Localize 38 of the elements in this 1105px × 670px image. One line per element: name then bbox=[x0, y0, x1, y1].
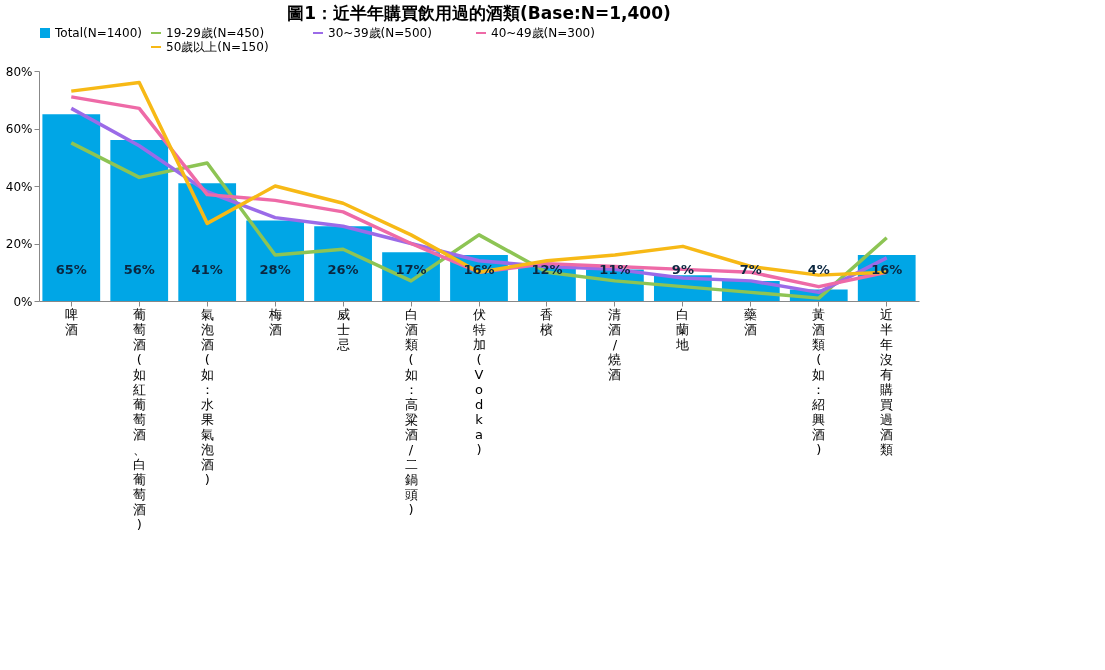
data-label: 12% bbox=[531, 262, 563, 277]
data-label: 56% bbox=[123, 262, 155, 277]
legend-label: 40~49歲(N=300) bbox=[491, 26, 595, 40]
y-tick-label: 20% bbox=[5, 237, 33, 251]
bar bbox=[178, 183, 237, 301]
y-tick-label: 80% bbox=[5, 64, 33, 79]
category-label: 伏特加(Vodka) bbox=[472, 306, 486, 457]
bar bbox=[246, 220, 305, 301]
data-label: 65% bbox=[55, 262, 87, 277]
x-tick-label: 梅酒 bbox=[267, 306, 282, 337]
legend-label: 50歲以上(N=150) bbox=[166, 40, 269, 54]
data-label: 17% bbox=[395, 262, 427, 277]
y-tick-label: 40% bbox=[5, 179, 33, 194]
data-label: 26% bbox=[327, 262, 359, 277]
x-tick-label: 清酒/燒酒 bbox=[608, 306, 622, 382]
legend-label: 30~39歲(N=500) bbox=[328, 26, 432, 40]
x-tick-label: 啤酒 bbox=[64, 306, 78, 337]
x-tick-label: 白蘭地 bbox=[675, 306, 690, 352]
chart-title: 圖1：近半年購買飲用過的酒類(Base:N=1,400) bbox=[287, 3, 671, 23]
data-label: 41% bbox=[191, 262, 223, 277]
data-label: 28% bbox=[259, 262, 291, 277]
data-label: 16% bbox=[871, 262, 903, 277]
x-tick-label: 威士忌 bbox=[335, 306, 350, 352]
data-label: 16% bbox=[463, 262, 495, 277]
category-label: 氣泡酒(如：水果氣泡酒) bbox=[200, 306, 214, 487]
x-tick-label: 香檳 bbox=[540, 306, 554, 337]
category-label: 黃酒類(如：紹興酒) bbox=[812, 306, 826, 457]
y-tick-label: 0% bbox=[13, 294, 33, 309]
bar bbox=[42, 114, 101, 301]
y-tick-label: 60% bbox=[5, 122, 33, 136]
legend-label: 19-29歲(N=450) bbox=[166, 26, 265, 40]
category-label: 葡萄酒(如紅葡萄酒、白葡萄酒) bbox=[132, 306, 146, 532]
category-label: 白酒類(如：高粱酒/二鍋頭) bbox=[404, 306, 418, 517]
legend-label: Total(N=1400) bbox=[54, 26, 142, 40]
category-label: 近半年沒有購買過酒類 bbox=[880, 306, 894, 457]
x-tick-label: 藥酒 bbox=[744, 306, 758, 337]
bar bbox=[110, 140, 169, 301]
data-label: 9% bbox=[671, 262, 694, 277]
